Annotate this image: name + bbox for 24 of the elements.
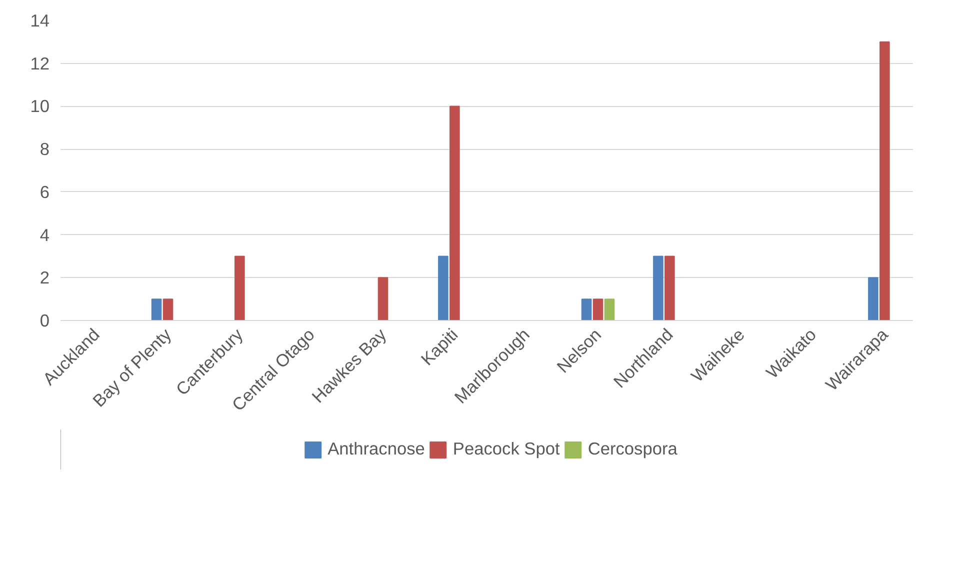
bar [378, 277, 388, 320]
bar [234, 256, 245, 320]
bar [438, 256, 448, 320]
legend-label: Cercospora [588, 438, 678, 460]
y-tick-label: 0 [40, 310, 50, 330]
y-tick-label: 2 [40, 268, 50, 288]
legend-label: Anthracnose [328, 438, 425, 460]
y-tick-label: 4 [40, 224, 50, 245]
bar [664, 256, 675, 320]
y-tick-label: 12 [30, 53, 50, 74]
y-tick-label: 14 [30, 10, 50, 30]
bar [868, 277, 878, 320]
y-tick-label: 6 [40, 182, 50, 202]
bar [880, 41, 890, 320]
y-tick-label: 8 [40, 139, 50, 160]
bar [653, 256, 664, 320]
bar [450, 106, 460, 320]
bar [581, 298, 592, 320]
bar [151, 298, 162, 320]
y-tick-label: 10 [30, 96, 50, 116]
bar [592, 298, 604, 320]
legend-label: Peacock Spot [452, 438, 560, 460]
bar [604, 298, 615, 320]
bar [162, 298, 174, 320]
